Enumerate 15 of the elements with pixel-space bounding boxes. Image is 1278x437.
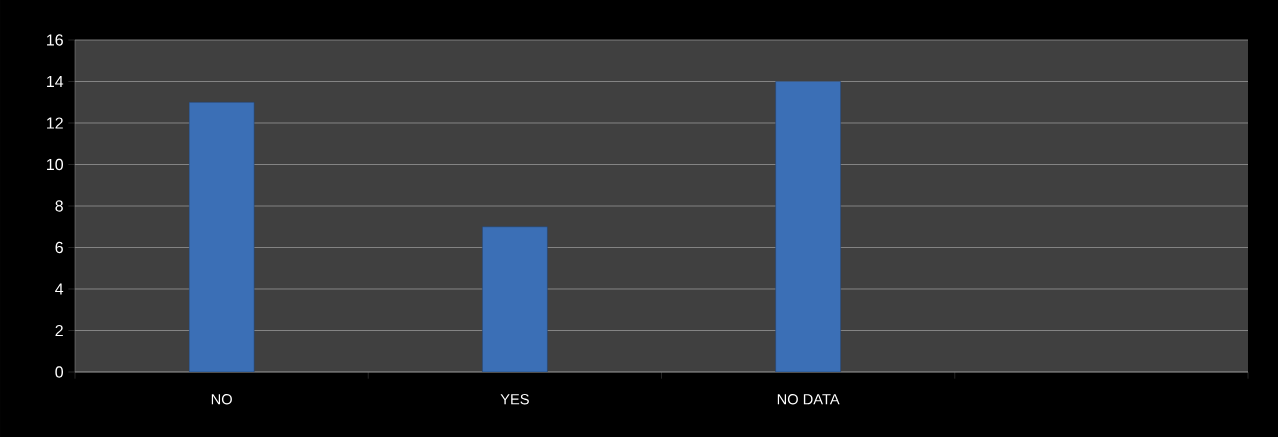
x-tick-label: NO: [211, 394, 232, 405]
y-tick-label: 8: [55, 200, 63, 212]
y-tick-label: 2: [55, 324, 63, 337]
y-tick-label: 6: [55, 241, 63, 254]
y-tick-label: 12: [47, 117, 63, 129]
y-tick-label: 4: [55, 283, 64, 295]
x-tick-label: NO DATA: [777, 394, 840, 405]
x-tick-label: YES: [500, 394, 529, 405]
y-tick-label: 16: [47, 34, 63, 46]
y-tick-label: 0: [55, 366, 64, 378]
bar: [775, 81, 841, 372]
bar: [482, 226, 548, 372]
y-tick-label: 14: [47, 76, 64, 88]
bar: [188, 101, 255, 372]
y-tick-label: 10: [47, 158, 64, 171]
